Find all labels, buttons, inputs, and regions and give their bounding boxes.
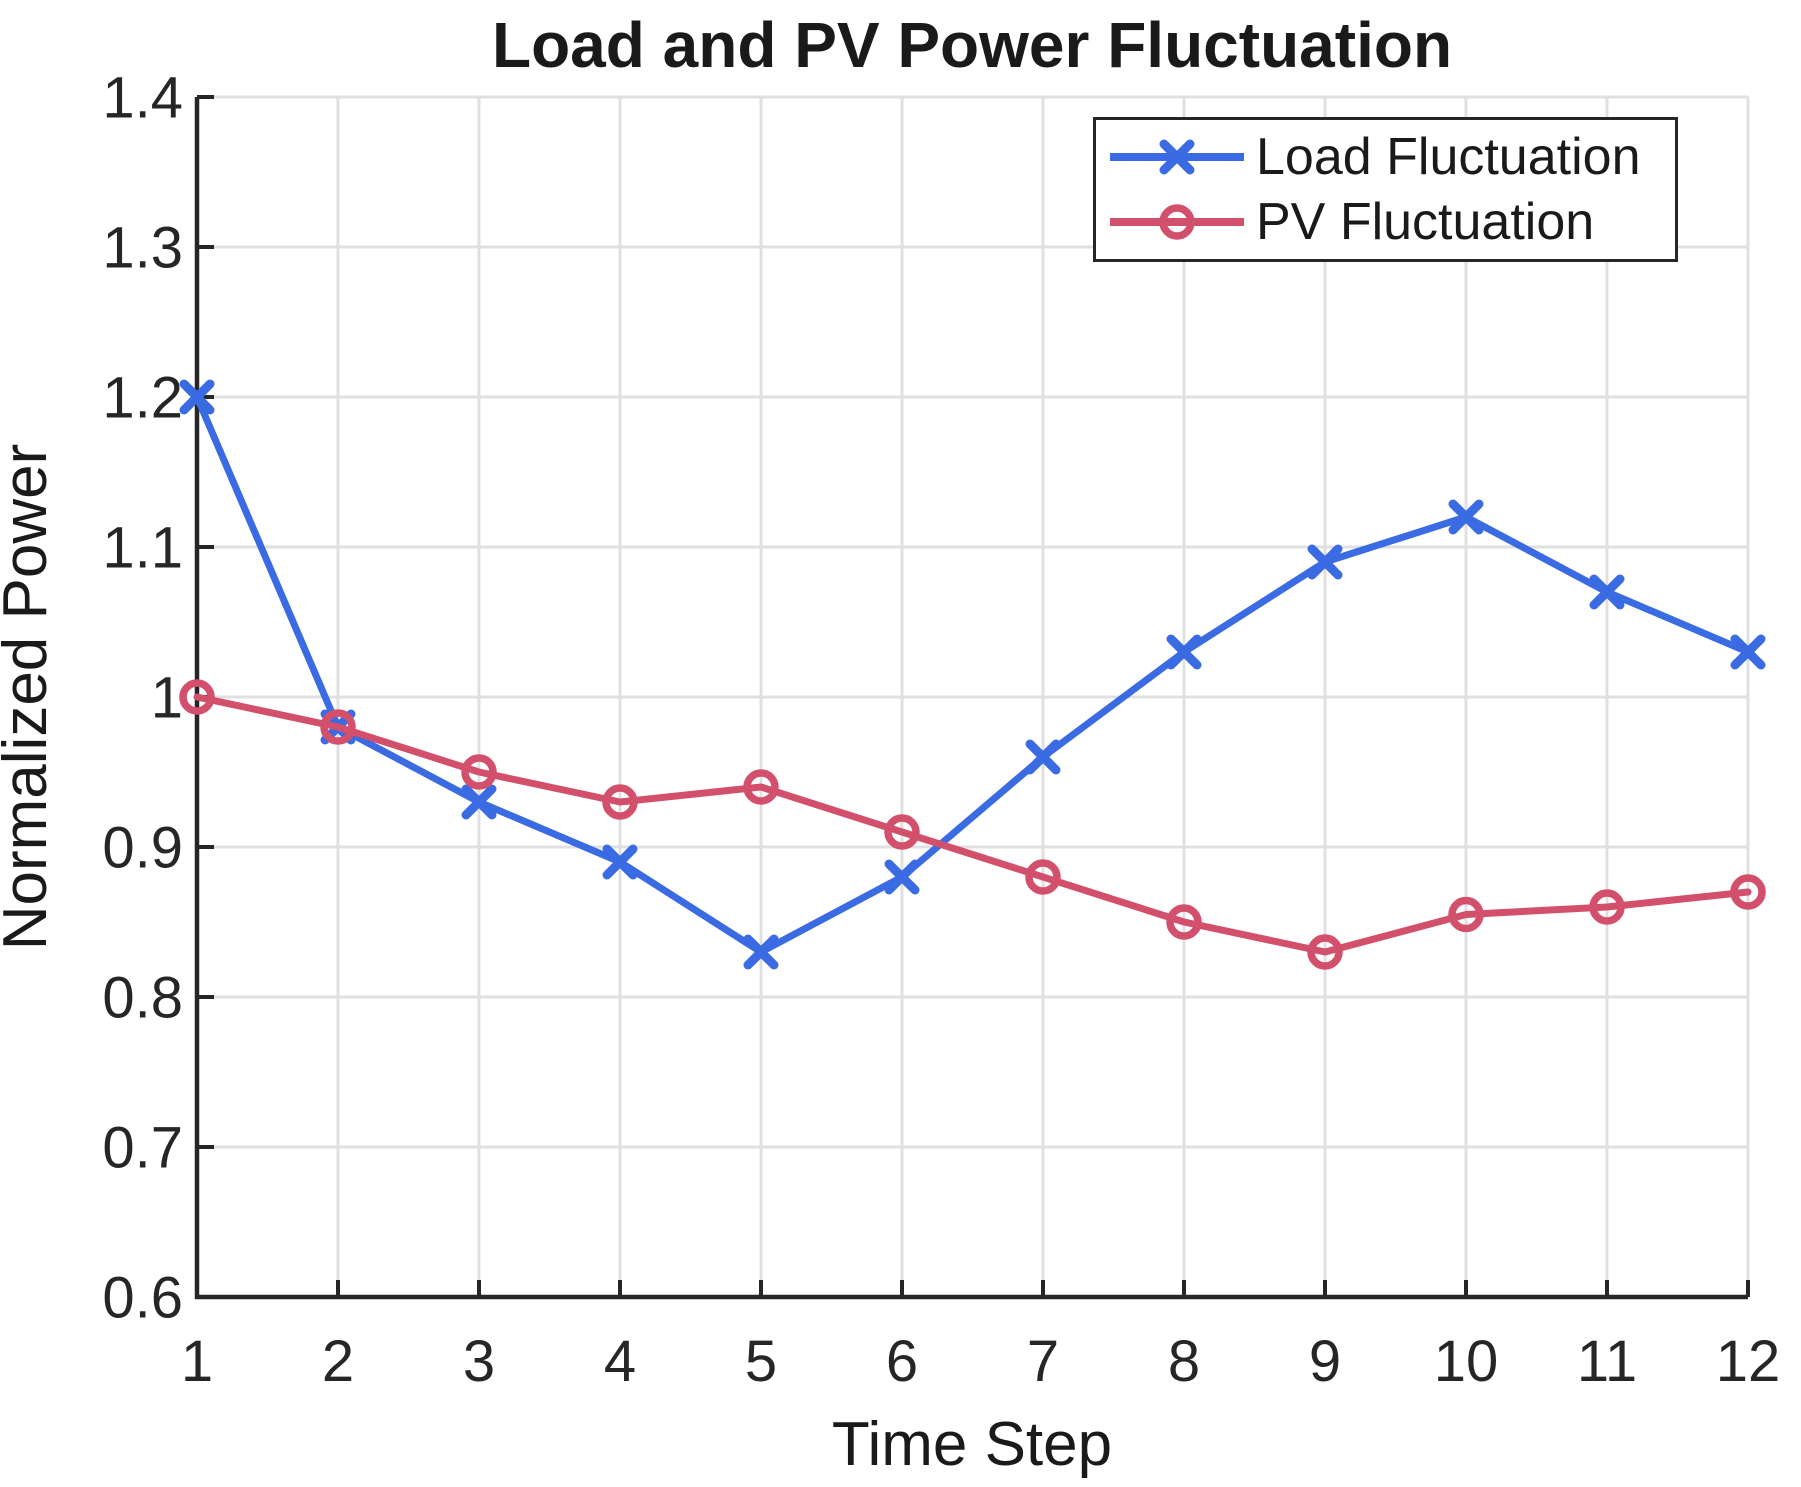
series-load-marker — [743, 934, 779, 970]
series-pv-line — [193, 693, 1752, 956]
series-pv-marker — [461, 754, 497, 790]
x-tick-label: 6 — [886, 1329, 918, 1394]
series-pv-marker — [743, 769, 779, 805]
x-tick-label: 9 — [1309, 1329, 1341, 1394]
series-load-marker — [1166, 634, 1202, 670]
series-pv-marker — [1589, 889, 1625, 925]
x-tick-label: 7 — [1027, 1329, 1059, 1394]
x-tick-label: 11 — [1577, 1329, 1637, 1394]
y-tick-label: 1 — [151, 665, 183, 730]
series-load-marker — [461, 784, 497, 820]
y-tick-label: 1.2 — [102, 365, 183, 430]
x-tick-label: 10 — [1434, 1329, 1499, 1394]
y-tick-label: 0.6 — [102, 1265, 183, 1330]
series-pv-marker — [1025, 859, 1061, 895]
legend-label-load: Load Fluctuation — [1256, 127, 1641, 186]
series-pv-marker — [1448, 896, 1484, 933]
y-tick-label: 1.3 — [102, 215, 183, 280]
y-axis-label: Normalized Power — [0, 444, 60, 951]
x-tick-label: 2 — [322, 1329, 354, 1394]
series-load-marker — [1589, 574, 1625, 610]
x-axis-label: Time Step — [832, 1410, 1112, 1479]
y-tick-label: 1.4 — [102, 65, 183, 130]
series-pv — [179, 679, 1766, 970]
series-pv-marker — [1730, 874, 1766, 910]
legend-item-pv: PV Fluctuation — [1108, 190, 1675, 254]
legend-sample-marker — [1159, 204, 1195, 240]
y-tick-label: 0.7 — [102, 1115, 183, 1180]
series-load-line — [193, 393, 1752, 956]
series-load-marker — [1025, 739, 1061, 775]
data-series — [179, 379, 1766, 970]
legend-item-load: Load Fluctuation — [1108, 125, 1675, 189]
legend-sample-marker — [1159, 139, 1195, 175]
x-tick-label: 5 — [745, 1329, 777, 1394]
series-load-marker — [602, 844, 638, 880]
gridlines — [195, 95, 1750, 1299]
tick-labels: 1 2 3 4 5 6 7 8 9 10 11 120.60.70.80.911.11.21.31.4 — [102, 65, 1780, 1394]
series-load-marker — [179, 379, 215, 415]
chart-title: Load and PV Power Fluctuation — [492, 9, 1452, 81]
x-tick-label: 12 — [1716, 1329, 1781, 1394]
legend: Load Fluctuation PV Fluctuation — [1093, 117, 1678, 262]
y-tick-label: 0.8 — [102, 965, 183, 1030]
series-load-marker — [1730, 634, 1766, 670]
load-line-sample-icon — [1110, 139, 1244, 175]
series-load-marker — [1307, 544, 1343, 580]
pv-line-sample-icon — [1110, 204, 1244, 240]
y-tick-label: 1.1 — [102, 515, 183, 580]
x-tick-label: 1 — [181, 1329, 213, 1394]
series-load-marker — [884, 859, 920, 895]
series-pv-marker — [320, 709, 356, 745]
series-pv-marker — [179, 679, 215, 715]
legend-label-pv: PV Fluctuation — [1256, 193, 1595, 252]
series-pv-marker — [1307, 934, 1343, 970]
x-tick-label: 3 — [463, 1329, 495, 1394]
series-load — [179, 379, 1766, 970]
series-pv-marker — [1166, 904, 1202, 940]
y-tick-label: 0.9 — [102, 815, 183, 880]
series-pv-marker — [602, 784, 638, 820]
x-tick-label: 8 — [1168, 1329, 1200, 1394]
x-tick-label: 4 — [604, 1329, 636, 1394]
series-load-marker — [1448, 499, 1484, 535]
series-pv-marker — [884, 814, 920, 850]
